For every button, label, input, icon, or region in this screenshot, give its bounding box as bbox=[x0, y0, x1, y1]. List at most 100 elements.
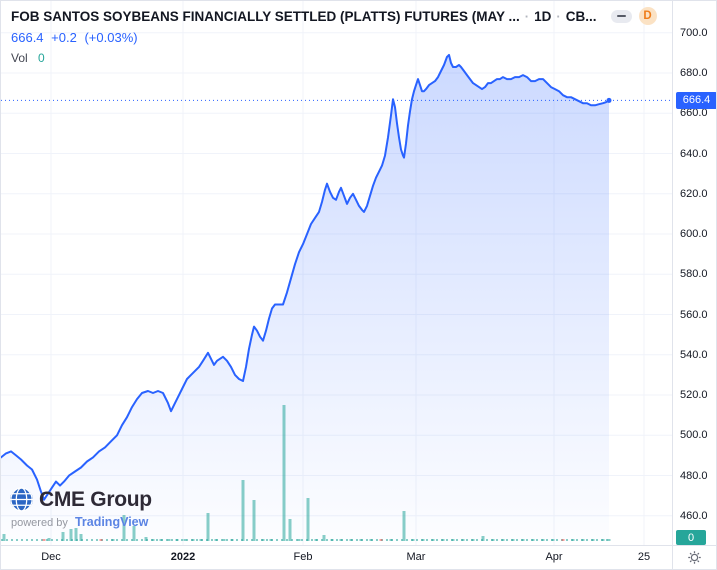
volume-bar bbox=[491, 539, 495, 541]
volume-bar bbox=[389, 539, 393, 541]
quote-row: 666.4 +0.2 (+0.03%) bbox=[11, 30, 657, 45]
volume-bar bbox=[47, 538, 51, 541]
volume-bar bbox=[144, 537, 148, 541]
price-tick-label: 620.0 bbox=[680, 187, 708, 200]
volume-bar bbox=[288, 519, 292, 541]
volume-row: Vol 0 bbox=[11, 51, 657, 65]
volume-bar bbox=[441, 539, 445, 541]
volume-bar bbox=[269, 539, 273, 541]
volume-bar bbox=[511, 539, 515, 541]
price-tick-label: 700.0 bbox=[680, 26, 708, 39]
volume-bar bbox=[2, 534, 6, 541]
volume-bar bbox=[69, 529, 73, 541]
tradingview-link[interactable]: TradingView bbox=[74, 515, 149, 529]
exchange-label: CB... bbox=[565, 8, 597, 24]
last-price-value: 666.4 bbox=[11, 30, 44, 45]
volume-bar bbox=[571, 539, 575, 541]
volume-bar bbox=[282, 405, 286, 541]
time-tick-label: Mar bbox=[406, 551, 426, 563]
volume-bar bbox=[471, 539, 475, 541]
volume-bar bbox=[411, 539, 415, 541]
volume-bar bbox=[132, 526, 136, 541]
volume-bar bbox=[122, 515, 126, 541]
volume-bar bbox=[591, 539, 595, 541]
volume-bar bbox=[461, 539, 465, 541]
volume-bar bbox=[541, 539, 545, 541]
price-tick-label: 580.0 bbox=[680, 268, 708, 281]
price-change-percent: (+0.03%) bbox=[84, 30, 138, 45]
time-tick-label: 2022 bbox=[170, 551, 196, 563]
separator-dot: · bbox=[556, 8, 561, 24]
volume-bar bbox=[601, 539, 605, 541]
price-tick-label: 560.0 bbox=[680, 308, 708, 321]
minus-icon bbox=[616, 14, 626, 18]
volume-bar bbox=[79, 534, 83, 541]
volume-bar bbox=[369, 539, 373, 541]
time-axis[interactable]: Dec 2022 Feb Mar Apr 25 bbox=[1, 545, 674, 569]
volume-bar bbox=[111, 539, 115, 541]
price-tick-label: 600.0 bbox=[680, 228, 708, 241]
volume-bar bbox=[214, 539, 218, 541]
volume-bar bbox=[175, 539, 179, 541]
time-tick-label: Feb bbox=[293, 551, 313, 563]
price-line bbox=[1, 53, 610, 501]
globe-icon bbox=[9, 487, 34, 512]
interval-label: 1D bbox=[534, 8, 552, 24]
symbol-title-row: FOB SANTOS SOYBEANS FINANCIALLY SETTLED … bbox=[11, 7, 657, 25]
volume-label: Vol bbox=[11, 51, 28, 65]
powered-by-row: powered by TradingView bbox=[11, 515, 152, 529]
volume-bar bbox=[521, 539, 525, 541]
volume-bar bbox=[167, 539, 171, 541]
volume-bar bbox=[402, 511, 406, 541]
volume-bar bbox=[314, 539, 318, 541]
time-tick-label: Dec bbox=[41, 551, 61, 563]
scale-settings-button[interactable] bbox=[672, 545, 716, 569]
volume-bar bbox=[183, 539, 187, 541]
volume-bar bbox=[359, 539, 363, 541]
price-tick-label: 680.0 bbox=[680, 67, 708, 80]
volume-bar bbox=[501, 539, 505, 541]
volume-bar bbox=[61, 532, 65, 541]
price-tick-label: 640.0 bbox=[680, 147, 708, 160]
last-price-badge: 666.4 bbox=[676, 91, 716, 109]
volume-bar bbox=[191, 539, 195, 541]
volume-bar bbox=[379, 539, 383, 541]
volume-bar bbox=[42, 539, 46, 541]
attribution-block: CME Group powered by TradingView bbox=[9, 487, 152, 529]
volume-value: 0 bbox=[38, 51, 45, 65]
price-tick-label: 500.0 bbox=[680, 429, 708, 442]
time-tick-label: 25 bbox=[637, 551, 651, 563]
volume-bar bbox=[199, 539, 203, 541]
price-tick-label: 660.0 bbox=[680, 107, 708, 120]
symbol-name: FOB SANTOS SOYBEANS FINANCIALLY SETTLED … bbox=[11, 8, 520, 24]
volume-bar bbox=[607, 539, 611, 541]
gear-icon bbox=[687, 550, 702, 565]
price-area-fill bbox=[1, 54, 609, 542]
price-axis[interactable]: 700.0 680.0 660.0 640.0 620.0 600.0 580.0 560.0… bbox=[672, 1, 716, 547]
cme-group-wordmark: CME Group bbox=[39, 487, 152, 511]
volume-axis-badge: 0 bbox=[676, 530, 706, 545]
price-tick-label: 540.0 bbox=[680, 348, 708, 361]
separator-dot: · bbox=[524, 8, 530, 24]
price-tick-label: 460.0 bbox=[680, 509, 708, 522]
price-tick-label: 480.0 bbox=[680, 469, 708, 482]
time-tick-label: Apr bbox=[545, 551, 563, 563]
volume-bar bbox=[252, 500, 256, 541]
price-chart-canvas[interactable] bbox=[1, 1, 674, 547]
volume-bar bbox=[74, 528, 78, 541]
volume-bar bbox=[230, 539, 234, 541]
volume-bar bbox=[297, 539, 301, 541]
volume-bar bbox=[306, 498, 310, 541]
price-change-value: +0.2 bbox=[51, 30, 77, 45]
volume-bar bbox=[339, 539, 343, 541]
volume-bar bbox=[261, 539, 265, 541]
cme-group-logo[interactable]: CME Group bbox=[9, 487, 152, 512]
data-problem-button[interactable] bbox=[610, 9, 632, 23]
delayed-data-badge[interactable]: D bbox=[638, 7, 657, 25]
chart-legend: FOB SANTOS SOYBEANS FINANCIALLY SETTLED … bbox=[11, 7, 657, 65]
volume-bar bbox=[241, 480, 245, 541]
volume-bar bbox=[151, 539, 155, 541]
last-price-dot bbox=[606, 97, 612, 103]
volume-bar bbox=[451, 539, 455, 541]
